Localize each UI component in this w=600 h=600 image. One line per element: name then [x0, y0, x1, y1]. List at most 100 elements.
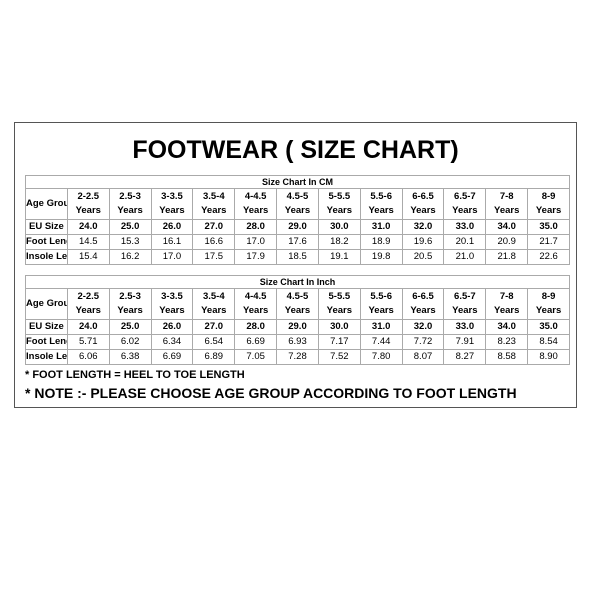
age-range: 4-4.5	[244, 191, 267, 202]
age-range: 6.5-7	[454, 191, 476, 202]
age-group-cell: 5-5.5 Years	[317, 288, 361, 320]
value-cell: 6.38	[108, 349, 152, 365]
age-unit: Years	[326, 205, 353, 216]
value-cell: 29.0	[276, 319, 319, 335]
value-cell: 17.6	[276, 234, 319, 250]
value-cell: 21.8	[485, 249, 529, 265]
age-group-cell: 2-2.5 Years	[66, 288, 110, 320]
age-range: 2-2.5	[77, 291, 100, 302]
value-cell: 5.71	[66, 334, 110, 350]
age-unit: Years	[201, 205, 227, 216]
age-unit: Years	[410, 205, 436, 216]
value-cell: 16.6	[192, 234, 236, 250]
age-group-cell: 3-3.5 Years	[150, 288, 194, 320]
age-group-cell: 3.5-4 Years	[192, 188, 236, 220]
age-unit: Years	[494, 305, 520, 316]
row-label: Foot Length	[25, 334, 68, 350]
age-unit: Years	[284, 305, 311, 316]
row-label: Insole Length	[25, 249, 68, 265]
value-cell: 34.0	[485, 319, 529, 335]
age-unit: Years	[242, 305, 269, 316]
value-cell: 8.58	[485, 349, 529, 365]
age-unit: Years	[326, 305, 353, 316]
value-cell: 6.89	[192, 349, 236, 365]
value-cell: 27.0	[192, 219, 236, 235]
age-range: 2.5-3	[119, 291, 141, 302]
age-group-cell: 5.5-6 Years	[359, 288, 403, 320]
age-unit: Years	[117, 305, 143, 316]
table-row: EU Size 24.0 25.0 26.0 27.0 28.0 29.0 30.0 31.0 3…	[25, 319, 570, 335]
age-range: 4.5-5	[286, 191, 309, 202]
value-cell: 25.0	[108, 319, 152, 335]
value-cell: 29.0	[276, 219, 319, 235]
value-cell: 33.0	[443, 219, 487, 235]
age-range: 4.5-5	[286, 291, 309, 302]
age-range: 3-3.5	[161, 291, 183, 302]
value-cell: 31.0	[359, 319, 403, 335]
table-row: Foot Length14.515.316.116.617.017.618.21…	[25, 234, 570, 250]
table-row: Foot Length5.716.026.346.546.696.937.177…	[25, 334, 570, 350]
row-label: EU Size	[25, 219, 68, 235]
value-cell: 25.0	[108, 219, 152, 235]
row-label: EU Size	[25, 319, 68, 335]
value-cell: 7.72	[401, 334, 445, 350]
age-unit: Years	[75, 205, 101, 216]
age-group-row: Age Group2-2.5Years2.5-3Years3-3.5Years3…	[25, 288, 570, 320]
age-group-cell: 7-8 Years	[485, 188, 529, 220]
value-cell: 15.4	[66, 249, 110, 265]
age-group-cell: 3-3.5 Years	[150, 188, 194, 220]
age-group-cell: 4.5-5 Years	[276, 288, 319, 320]
age-range: 6-6.5	[412, 191, 434, 202]
age-group-cell: 2-2.5 Years	[66, 188, 110, 220]
row-label: Age Group	[25, 188, 68, 220]
value-cell: 18.9	[359, 234, 403, 250]
value-cell: 6.54	[192, 334, 236, 350]
age-unit: Years	[452, 205, 478, 216]
age-unit: Years	[284, 205, 311, 216]
value-cell: 17.5	[192, 249, 236, 265]
value-cell: 6.06	[66, 349, 110, 365]
value-cell: 7.28	[276, 349, 319, 365]
value-cell: 28.0	[234, 319, 278, 335]
value-cell: 30.0	[317, 219, 361, 235]
age-unit: Years	[452, 305, 478, 316]
value-cell: 8.90	[527, 349, 570, 365]
value-cell: 8.23	[485, 334, 529, 350]
age-group-cell: 7-8 Years	[485, 288, 529, 320]
age-range: 5-5.5	[328, 191, 351, 202]
value-cell: 6.93	[276, 334, 319, 350]
row-label: Insole Length	[25, 349, 68, 365]
age-unit: Years	[242, 205, 269, 216]
table-row: EU Size 24.0 25.0 26.0 27.0 28.0 29.0 30.0 31.0 3…	[25, 219, 570, 235]
age-group-note: * NOTE :- PLEASE CHOOSE AGE GROUP ACCORD…	[25, 385, 517, 401]
value-cell: 17.0	[234, 234, 278, 250]
value-cell: 8.27	[443, 349, 487, 365]
value-cell: 19.1	[317, 249, 361, 265]
age-unit: Years	[535, 305, 562, 316]
age-range: 6-6.5	[412, 291, 434, 302]
value-cell: 6.69	[150, 349, 194, 365]
age-unit: Years	[368, 205, 394, 216]
age-range: 2-2.5	[77, 191, 100, 202]
value-cell: 16.1	[150, 234, 194, 250]
value-cell: 22.6	[527, 249, 570, 265]
value-cell: 6.69	[234, 334, 278, 350]
caption-row: Size Chart In Inch	[25, 275, 570, 289]
value-cell: 7.52	[317, 349, 361, 365]
age-range: 8-9	[541, 291, 556, 302]
age-unit: Years	[75, 305, 101, 316]
value-cell: 7.91	[443, 334, 487, 350]
age-group-cell: 2.5-3 Years	[108, 288, 152, 320]
value-cell: 32.0	[401, 319, 445, 335]
value-cell: 7.17	[317, 334, 361, 350]
value-cell: 20.1	[443, 234, 487, 250]
age-group-cell: 4.5-5 Years	[276, 188, 319, 220]
age-unit: Years	[201, 305, 227, 316]
value-cell: 17.0	[150, 249, 194, 265]
value-cell: 35.0	[527, 319, 570, 335]
age-group-cell: 6-6.5 Years	[401, 288, 445, 320]
age-range: 3.5-4	[202, 291, 225, 302]
age-group-cell: 4-4.5 Years	[234, 288, 278, 320]
age-range: 6.5-7	[454, 291, 476, 302]
value-cell: 16.2	[108, 249, 152, 265]
